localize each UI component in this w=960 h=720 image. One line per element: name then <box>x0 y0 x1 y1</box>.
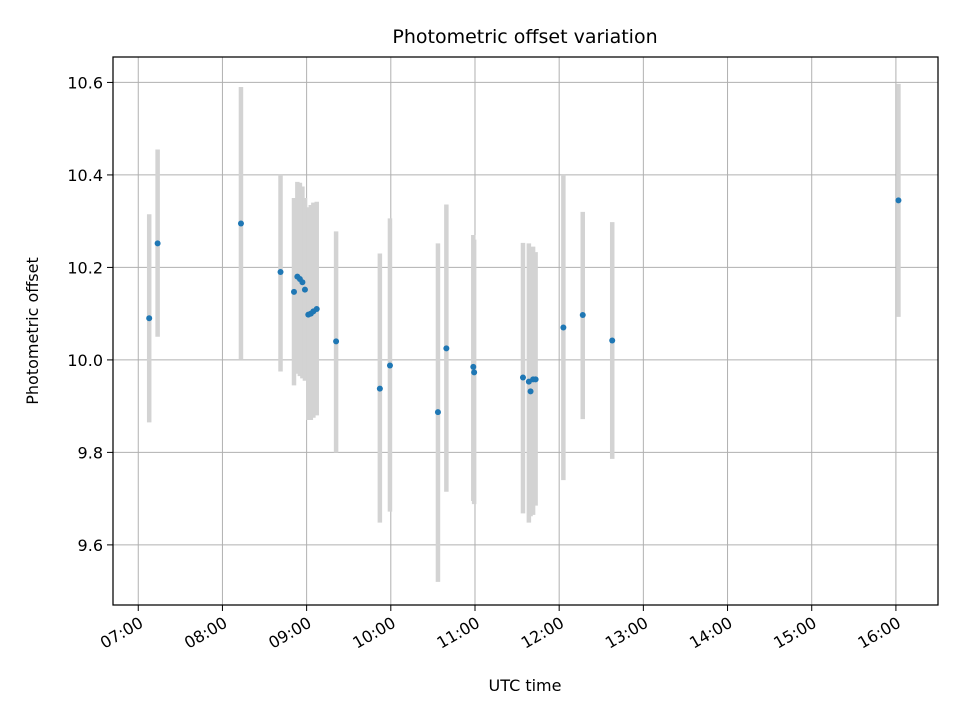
data-points <box>146 197 902 416</box>
data-point <box>299 279 306 286</box>
data-point <box>290 288 297 295</box>
y-axis-label: Photometric offset <box>23 257 42 405</box>
data-point <box>471 369 478 376</box>
data-point <box>301 286 308 293</box>
data-point <box>579 312 586 319</box>
grid <box>113 57 938 605</box>
data-point <box>443 345 450 352</box>
data-point <box>519 374 526 381</box>
data-point <box>154 240 161 247</box>
data-point <box>470 363 477 370</box>
data-point <box>237 220 244 227</box>
data-point <box>146 315 153 322</box>
data-point <box>560 324 567 331</box>
data-point <box>376 385 383 392</box>
data-point <box>527 388 534 395</box>
data-point <box>333 338 340 345</box>
data-point <box>434 409 441 416</box>
data-point <box>313 306 320 313</box>
y-tick-label: 9.8 <box>78 443 103 462</box>
y-tick-label: 10.2 <box>67 258 103 277</box>
plot-frame <box>112 56 939 606</box>
data-point <box>895 197 902 204</box>
data-point <box>609 337 616 344</box>
y-tick-label: 10.6 <box>67 73 103 92</box>
data-point <box>386 362 393 369</box>
y-axis-ticks: 9.6 9.8 10.0 10.2 10.4 10.6 <box>67 73 113 555</box>
x-axis-label: UTC time <box>489 676 562 695</box>
y-tick-label: 9.6 <box>78 536 103 555</box>
y-tick-label: 10.4 <box>67 166 103 185</box>
chart-title: Photometric offset variation <box>392 26 657 48</box>
data-point <box>532 376 539 383</box>
y-tick-label: 10.0 <box>67 351 103 370</box>
data-point <box>277 269 284 276</box>
